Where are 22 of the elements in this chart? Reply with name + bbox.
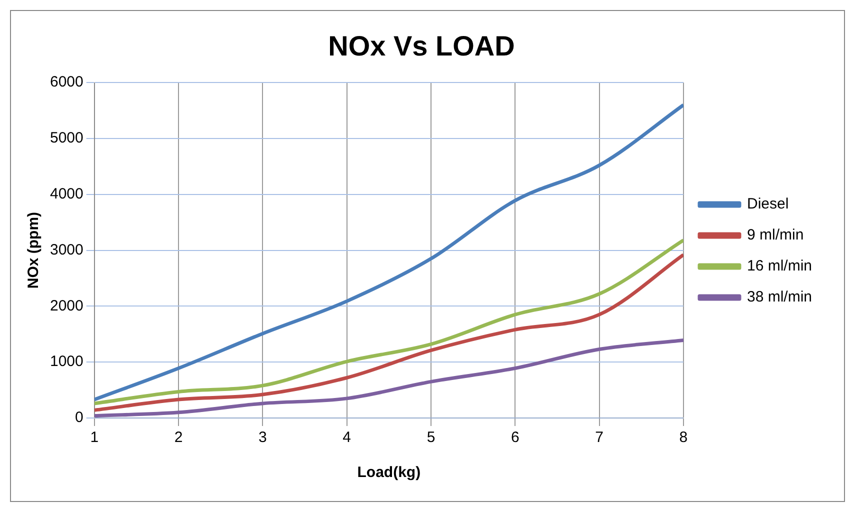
x-tick-label: 1	[90, 429, 99, 446]
x-tick-label: 8	[679, 429, 688, 446]
chart-title: NOx Vs LOAD	[328, 30, 515, 62]
x-tick-label: 6	[510, 429, 520, 446]
x-tick-label: 3	[258, 429, 267, 446]
x-tick-label: 7	[595, 429, 604, 446]
legend-label: 38 ml/min	[746, 288, 812, 306]
y-tick-label: 6000	[50, 74, 84, 91]
legend-label: 16 ml/min	[746, 258, 812, 275]
legend-label: 9 ml/min	[746, 226, 804, 244]
legend-label: Diesel	[746, 196, 789, 213]
y-axis-title: NOx (ppm)	[25, 212, 42, 289]
y-tick-label: 5000	[50, 130, 84, 147]
y-tick-label: 0	[75, 409, 84, 426]
y-tick-label: 2000	[50, 297, 84, 314]
x-tick-label: 2	[174, 429, 183, 446]
y-tick-label: 4000	[50, 186, 84, 203]
x-axis-title: Load(kg)	[357, 464, 421, 482]
x-tick-label: 5	[426, 429, 436, 446]
y-tick-label: 3000	[50, 241, 84, 258]
x-tick-label: 4	[342, 429, 352, 446]
y-tick-label: 1000	[50, 353, 84, 370]
